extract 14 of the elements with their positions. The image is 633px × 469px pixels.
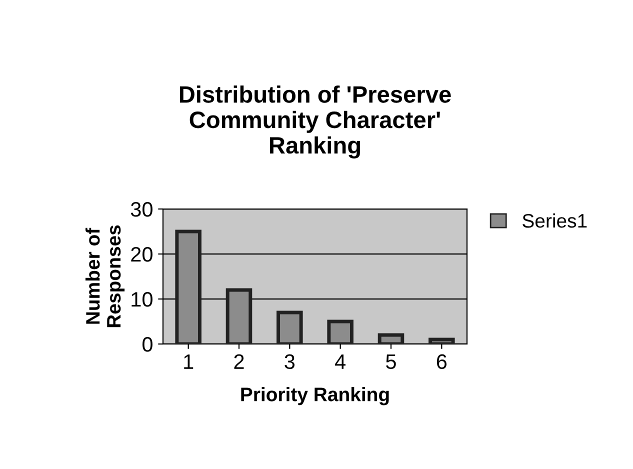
x-tick-label: 5 [386,354,396,370]
x-axis-title: Priority Ranking [241,387,389,406]
y-tick-label: 30 [130,202,152,217]
legend-label: Series1 [522,213,587,228]
x-tick-label: 4 [335,354,346,369]
x-tick-label: 6 [436,354,447,370]
chart-title: Distribution of 'Preserve Community Character' Ranking [180,85,451,158]
x-tick-label: 1 [184,354,194,369]
y-tick-label: 0 [142,337,152,352]
y-tick-label: 20 [131,247,152,262]
x-tick-label: 2 [234,354,244,369]
y-tick-label: 10 [132,292,152,307]
x-tick-label: 3 [284,354,295,370]
y-axis-title: Number of Responses [85,225,125,328]
